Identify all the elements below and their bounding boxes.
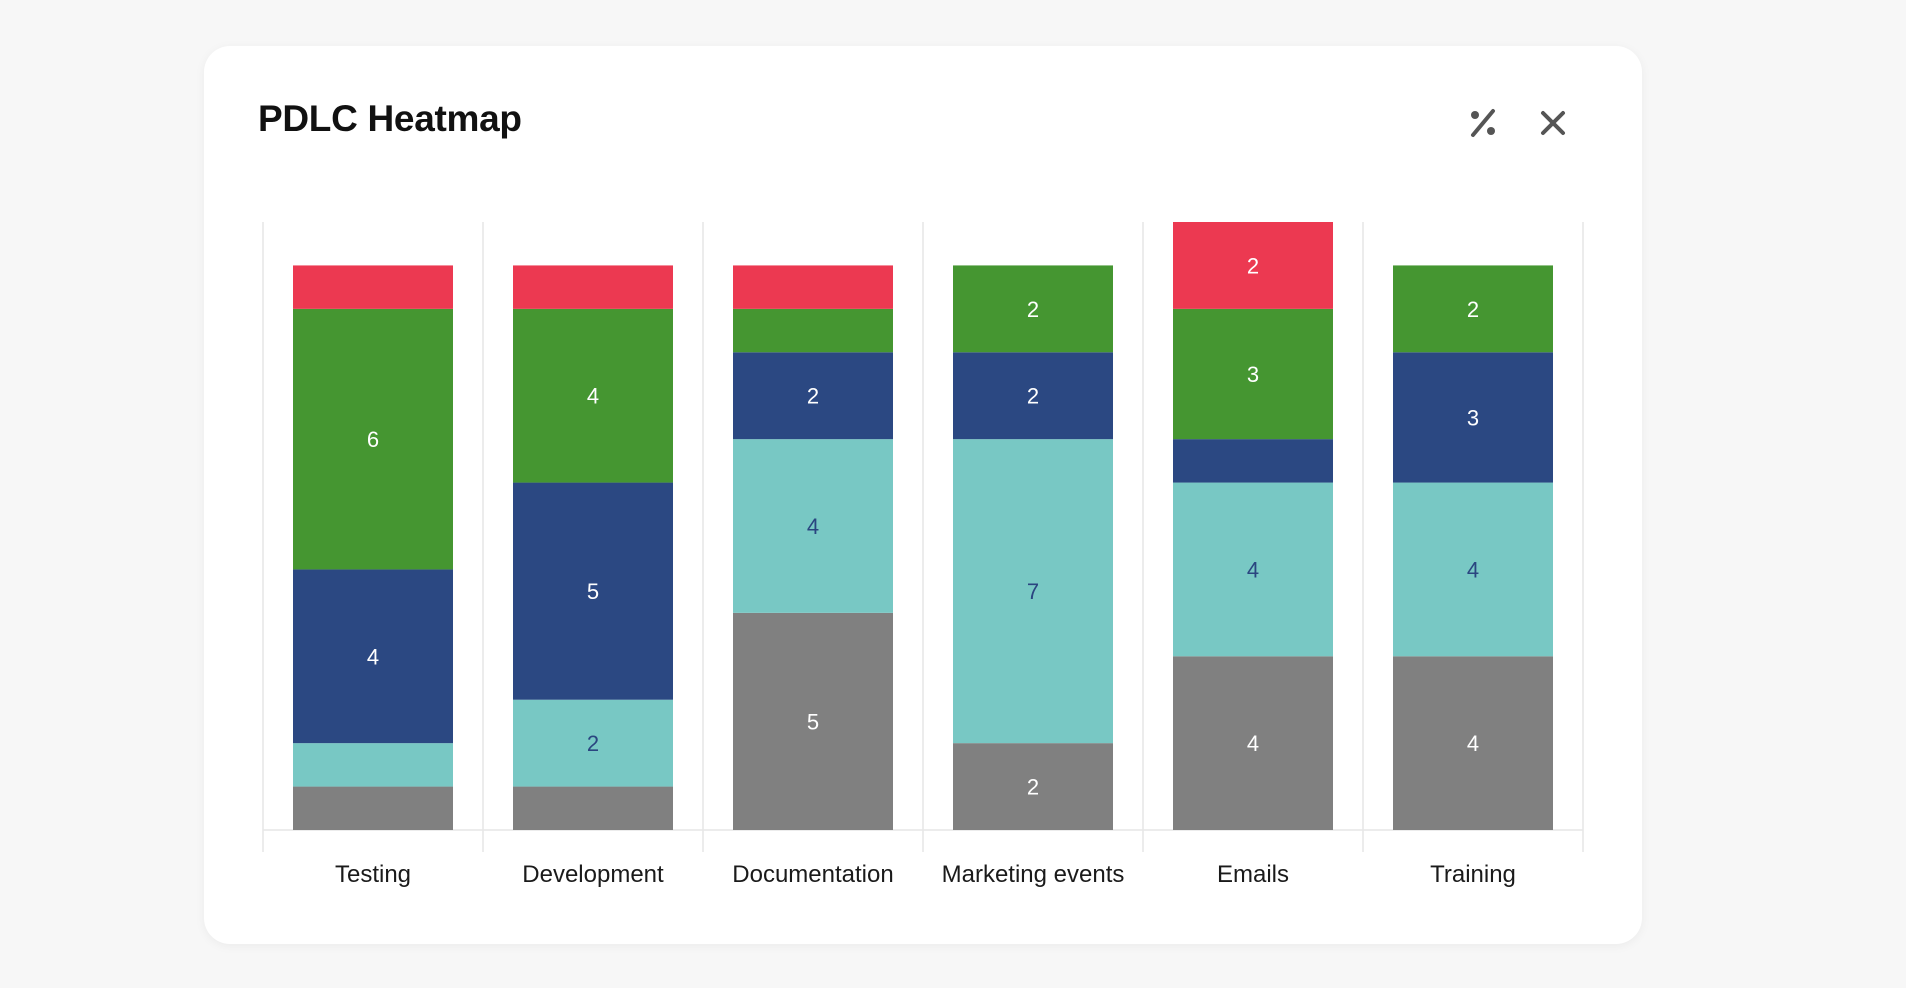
data-label: 4: [1467, 557, 1479, 582]
data-label: 7: [1027, 579, 1039, 604]
bar-segment-teal-3: [953, 439, 1113, 744]
bar-segment-gray-3: [953, 743, 1113, 830]
bar-segment-gray-0: [293, 786, 453, 830]
bar-segment-gray-1: [513, 786, 673, 830]
chart-card: PDLC Heatmap 4 6 Testing 2 5 4 Development 5 4 2 D…: [204, 46, 1642, 944]
data-label: 6: [367, 427, 379, 452]
data-label: 4: [1467, 731, 1479, 756]
bar-segment-red-1: [513, 265, 673, 309]
data-label: 4: [587, 384, 599, 409]
x-tick-label: Documentation: [732, 861, 893, 888]
bar-segment-teal-0: [293, 743, 453, 787]
chart-title: PDLC Heatmap: [258, 98, 522, 139]
data-label: 2: [807, 384, 819, 409]
bar-segment-navy-1: [513, 482, 673, 700]
bar-segment-green-2: [733, 308, 893, 353]
percent-toggle-button[interactable]: [1458, 98, 1508, 148]
x-tick-label: Marketing events: [942, 861, 1125, 888]
bar-segment-gray-2: [733, 612, 893, 830]
bar-segment-teal-1: [513, 699, 673, 787]
bar-segment-teal-5: [1393, 482, 1553, 657]
bar-segment-red-0: [293, 265, 453, 309]
bar-segment-red-2: [733, 265, 893, 309]
bar-segment-navy-2: [733, 352, 893, 440]
data-label: 4: [1247, 731, 1259, 756]
x-tick-label: Training: [1430, 861, 1516, 888]
close-icon: [1541, 111, 1565, 135]
data-label: 3: [1247, 362, 1259, 387]
x-tick-label: Development: [522, 861, 664, 888]
data-label: 5: [807, 709, 819, 734]
bar-segment-navy-5: [1393, 352, 1553, 483]
bar-segment-green-0: [293, 308, 453, 570]
data-label: 5: [587, 579, 599, 604]
data-label: 2: [1467, 297, 1479, 322]
data-label: 2: [1247, 253, 1259, 278]
stacked-bar-chart: 4 6 Testing 2 5 4 Development 5 4 2 Documentation 2…: [262, 222, 1584, 888]
close-button[interactable]: [1528, 98, 1578, 148]
bar-segment-teal-4: [1173, 482, 1333, 657]
bar-segment-teal-2: [733, 439, 893, 613]
bar-segment-green-1: [513, 308, 673, 483]
bar-segment-green-3: [953, 265, 1113, 353]
data-label: 2: [1027, 775, 1039, 800]
bar-segment-green-5: [1393, 265, 1553, 353]
data-label: 2: [1027, 384, 1039, 409]
bar-segment-red-4: [1173, 222, 1333, 309]
bar-segment-navy-3: [953, 352, 1113, 440]
bar-segment-gray-4: [1173, 656, 1333, 830]
bar-segment-gray-5: [1393, 656, 1553, 830]
bar-segment-green-4: [1173, 308, 1333, 440]
data-label: 2: [1027, 297, 1039, 322]
data-label: 4: [367, 644, 379, 669]
bar-segment-navy-0: [293, 569, 453, 744]
data-label: 4: [807, 514, 819, 539]
data-label: 2: [587, 731, 599, 756]
x-tick-label: Emails: [1217, 861, 1289, 888]
x-tick-label: Testing: [335, 861, 411, 888]
percent-icon: [1471, 109, 1495, 137]
bar-segment-navy-4: [1173, 439, 1333, 483]
data-label: 4: [1247, 557, 1259, 582]
data-label: 3: [1467, 405, 1479, 430]
